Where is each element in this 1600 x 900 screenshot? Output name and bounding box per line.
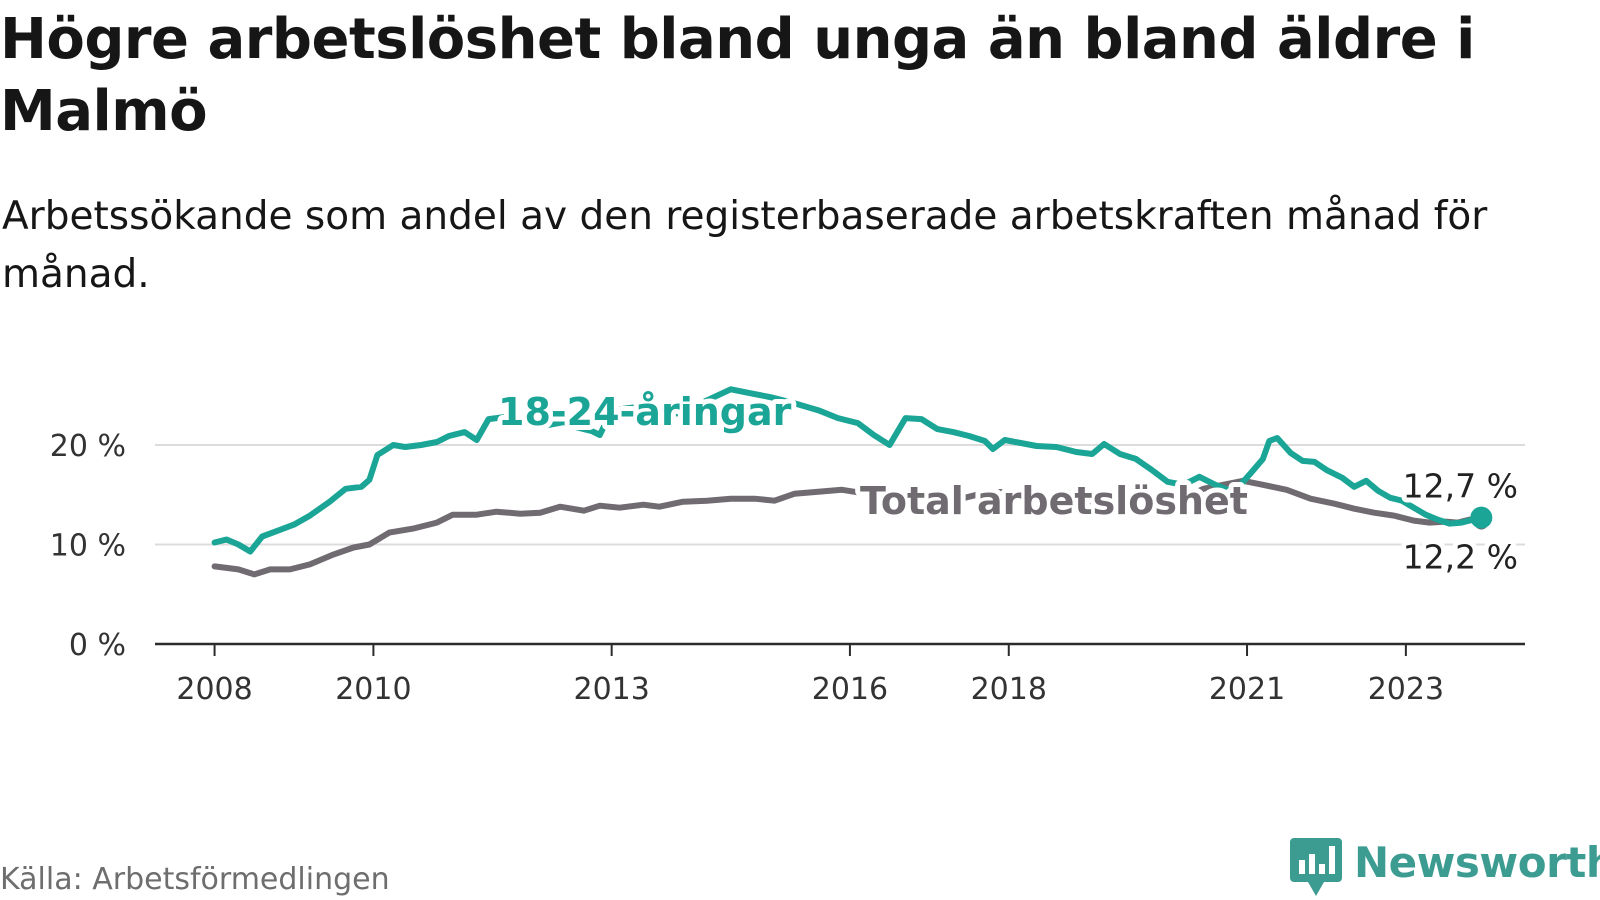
x-tick-label: 2010 — [335, 672, 411, 707]
x-tick-label: 2016 — [812, 672, 888, 707]
end-label-total: 12,2 % — [1403, 538, 1518, 577]
x-tick-label: 2018 — [971, 672, 1047, 707]
end-marker-youth — [1470, 506, 1493, 529]
y-tick-label: 20 % — [50, 429, 126, 464]
chart-subtitle: Arbetssökande som andel av den registerb… — [2, 194, 1488, 297]
source-note: Källa: Arbetsförmedlingen — [0, 862, 390, 897]
series-line-youth — [211, 386, 1485, 555]
newsworthy-logo-icon — [1290, 838, 1342, 896]
chart-title: Högre arbetslöshet bland unga än bland ä… — [0, 7, 1475, 144]
x-tick-label: 2008 — [176, 672, 252, 707]
brand-name: Newsworthy — [1354, 838, 1600, 887]
series-label-youth: 18-24-åringar — [498, 390, 792, 434]
series-label-total: Total arbetslöshet — [860, 479, 1248, 523]
y-tick-label: 0 % — [69, 628, 126, 663]
y-tick-label: 10 % — [50, 529, 126, 564]
x-tick-label: 2023 — [1368, 672, 1444, 707]
line-chart: 0 % 10 % 20 % 2008 2010 2013 2016 2018 2021 2023 1… — [50, 385, 1525, 707]
x-tick-label: 2021 — [1209, 672, 1285, 707]
end-label-youth: 12,7 % — [1403, 467, 1518, 506]
series-line-total — [211, 477, 1485, 578]
x-tick-label: 2013 — [573, 672, 649, 707]
